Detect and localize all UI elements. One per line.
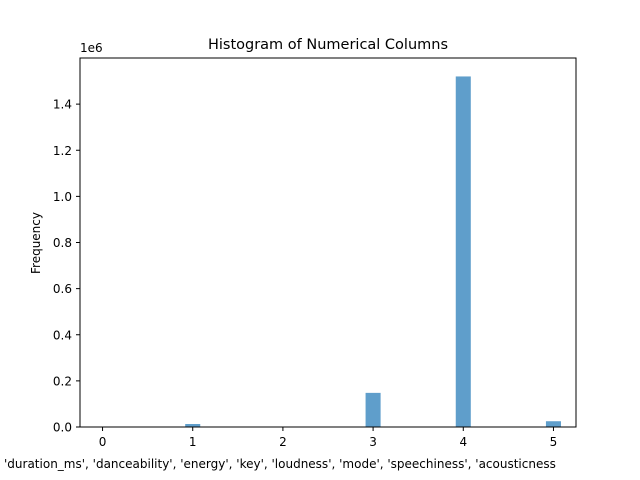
x-tick-label-5: 5 bbox=[550, 435, 558, 449]
histogram-bar-2 bbox=[455, 76, 471, 427]
x-tick-label-0: 0 bbox=[99, 435, 107, 449]
y-ticks: 0.0 0.2 0.4 0.6 0.8 1.0 1.2 1.4 bbox=[53, 98, 80, 435]
x-tick-label-1: 1 bbox=[189, 435, 197, 449]
y-axis-label: Frequency bbox=[29, 212, 43, 274]
y-tick-label-2: 0.4 bbox=[53, 328, 72, 342]
x-ticks: 0 1 2 3 4 5 bbox=[99, 427, 558, 449]
y-tick-label-0: 0.0 bbox=[53, 421, 72, 435]
y-tick-label-5: 1.0 bbox=[53, 190, 72, 204]
y-tick-label-7: 1.4 bbox=[53, 98, 72, 112]
x-axis-label: 'duration_ms', 'danceability', 'energy',… bbox=[4, 457, 556, 471]
y-tick-label-1: 0.2 bbox=[53, 374, 72, 388]
y-tick-label-6: 1.2 bbox=[53, 144, 72, 158]
bars-layer bbox=[185, 76, 561, 427]
chart-title: Histogram of Numerical Columns bbox=[208, 37, 448, 53]
x-tick-label-4: 4 bbox=[459, 435, 467, 449]
y-offset-label: 1e6 bbox=[80, 41, 103, 55]
plot-frame bbox=[79, 57, 577, 428]
y-tick-label-4: 0.8 bbox=[53, 236, 72, 250]
histogram-bar-0 bbox=[185, 424, 201, 427]
x-tick-label-3: 3 bbox=[369, 435, 377, 449]
histogram-bar-3 bbox=[545, 421, 561, 427]
x-tick-label-2: 2 bbox=[279, 435, 287, 449]
histogram-bar-1 bbox=[365, 392, 381, 427]
y-tick-label-3: 0.6 bbox=[53, 282, 72, 296]
